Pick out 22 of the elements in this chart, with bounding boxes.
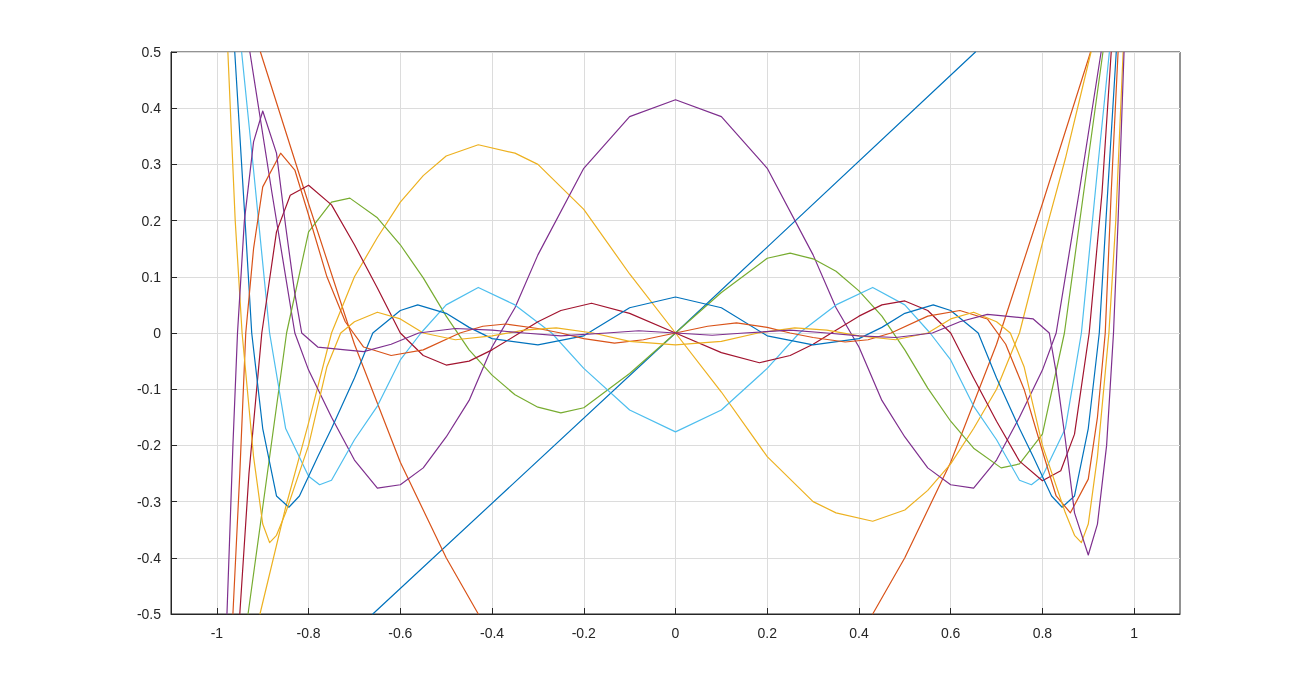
y-tick-label: 0.1 (141, 268, 162, 285)
x-tick-label: -0.2 (571, 625, 597, 641)
y-tick-label: 0.2 (141, 212, 162, 229)
x-tick-label: 0.2 (757, 625, 778, 641)
y-tick-label: -0.2 (136, 437, 162, 454)
x-tick-label: -0.6 (388, 625, 413, 641)
x-tick-label: -0.4 (479, 625, 505, 641)
y-tick-label: 0 (153, 325, 162, 341)
x-tick-label: 0.4 (849, 625, 869, 641)
y-tick-label: -0.5 (136, 606, 162, 622)
y-tick-label: -0.4 (136, 549, 162, 566)
y-tick-label: -0.3 (136, 493, 162, 510)
x-tick-label: 1 (1130, 625, 1139, 641)
y-tick-label: 0.5 (141, 44, 162, 60)
x-tick-label: 0 (671, 625, 680, 641)
x-tick-label: 0.8 (1032, 625, 1053, 641)
y-tick-label: -0.1 (136, 381, 162, 398)
x-tick-label: 0.6 (940, 625, 961, 641)
x-tick-label: -1 (210, 625, 224, 641)
y-tick-label: 0.4 (141, 100, 162, 117)
y-tick-label: 0.3 (141, 156, 162, 173)
x-tick-label: -0.8 (296, 625, 321, 641)
